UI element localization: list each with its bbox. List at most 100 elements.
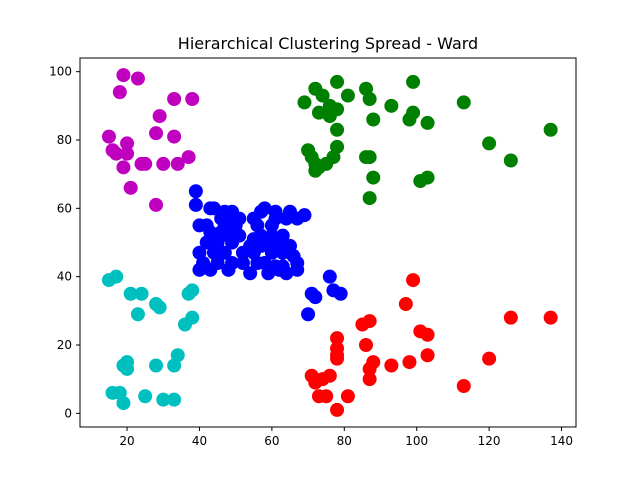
- axis-ticks: 20 40 60 80 100 120 140 0 20 40 60 80 100: [49, 65, 573, 448]
- data-point: [330, 122, 345, 137]
- cluster-series: [101, 68, 200, 212]
- x-tick-label: 40: [192, 434, 207, 448]
- y-tick-label: 20: [57, 338, 72, 352]
- cluster-series: [304, 273, 558, 417]
- data-point: [503, 153, 518, 168]
- data-point: [156, 392, 171, 407]
- data-point: [482, 136, 497, 151]
- data-point: [362, 361, 377, 376]
- data-point: [149, 358, 164, 373]
- data-point: [420, 170, 435, 185]
- data-point: [308, 290, 323, 305]
- data-point: [366, 112, 381, 127]
- data-point: [192, 262, 207, 277]
- data-point: [130, 307, 145, 322]
- data-point: [109, 146, 124, 161]
- data-point: [340, 88, 355, 103]
- data-point: [206, 201, 221, 216]
- data-point: [326, 150, 341, 165]
- data-point: [543, 122, 558, 137]
- data-point: [116, 68, 131, 83]
- data-point: [355, 317, 370, 332]
- data-point: [120, 146, 135, 161]
- data-point: [167, 358, 182, 373]
- data-point: [543, 310, 558, 325]
- data-point: [420, 327, 435, 342]
- data-point: [217, 245, 232, 260]
- data-point: [315, 88, 330, 103]
- y-tick-label: 100: [49, 65, 72, 79]
- data-point: [185, 92, 200, 106]
- data-point: [149, 197, 164, 212]
- data-point: [362, 191, 377, 206]
- y-tick-label: 60: [57, 201, 72, 215]
- data-point: [120, 136, 135, 151]
- data-point: [456, 379, 471, 393]
- data-point: [181, 286, 196, 301]
- data-point: [225, 235, 240, 250]
- data-point: [362, 150, 377, 165]
- data-point: [482, 351, 497, 366]
- x-tick-label: 100: [405, 434, 428, 448]
- data-point: [261, 266, 276, 281]
- data-point: [152, 300, 167, 315]
- chart-title: Hierarchical Clustering Spread - Ward: [178, 34, 478, 53]
- y-tick-label: 80: [57, 133, 72, 147]
- data-point: [308, 163, 323, 178]
- data-point: [322, 109, 337, 124]
- scatter-points: [101, 68, 558, 417]
- data-point: [279, 266, 294, 281]
- cluster-series: [297, 74, 558, 206]
- data-point: [123, 286, 138, 301]
- data-point: [101, 129, 116, 144]
- data-point: [322, 269, 337, 284]
- data-point: [290, 262, 305, 277]
- y-tick-label: 40: [57, 270, 72, 284]
- x-tick-label: 20: [119, 434, 134, 448]
- data-point: [152, 109, 167, 124]
- data-point: [322, 368, 337, 383]
- cluster-series: [101, 269, 200, 411]
- data-point: [188, 184, 203, 199]
- data-point: [406, 105, 421, 120]
- data-point: [116, 396, 131, 411]
- data-point: [319, 389, 334, 404]
- data-point: [333, 286, 348, 301]
- data-point: [340, 389, 355, 404]
- data-point: [181, 150, 196, 165]
- data-point: [138, 156, 153, 171]
- data-point: [420, 115, 435, 130]
- data-point: [188, 197, 203, 212]
- data-point: [177, 317, 192, 332]
- data-point: [167, 129, 182, 144]
- data-point: [264, 245, 279, 260]
- data-point: [503, 310, 518, 325]
- data-point: [221, 262, 236, 277]
- data-point: [359, 338, 374, 352]
- data-point: [330, 402, 345, 417]
- data-point: [362, 372, 377, 387]
- y-tick-label: 0: [64, 406, 72, 420]
- data-point: [362, 92, 377, 106]
- data-point: [301, 307, 316, 322]
- data-point: [290, 211, 305, 226]
- data-point: [112, 85, 127, 100]
- data-point: [279, 211, 294, 226]
- data-point: [170, 156, 185, 171]
- data-point: [398, 297, 413, 311]
- data-point: [330, 74, 345, 89]
- data-point: [167, 92, 182, 106]
- data-point: [366, 170, 381, 185]
- data-point: [123, 180, 138, 195]
- data-point: [330, 331, 345, 346]
- data-point: [138, 389, 153, 404]
- data-point: [402, 355, 417, 370]
- data-point: [243, 266, 258, 281]
- x-tick-label: 80: [337, 434, 352, 448]
- data-point: [406, 273, 421, 288]
- x-tick-label: 60: [264, 434, 279, 448]
- data-point: [311, 105, 326, 120]
- data-point: [297, 95, 312, 110]
- data-point: [384, 358, 399, 373]
